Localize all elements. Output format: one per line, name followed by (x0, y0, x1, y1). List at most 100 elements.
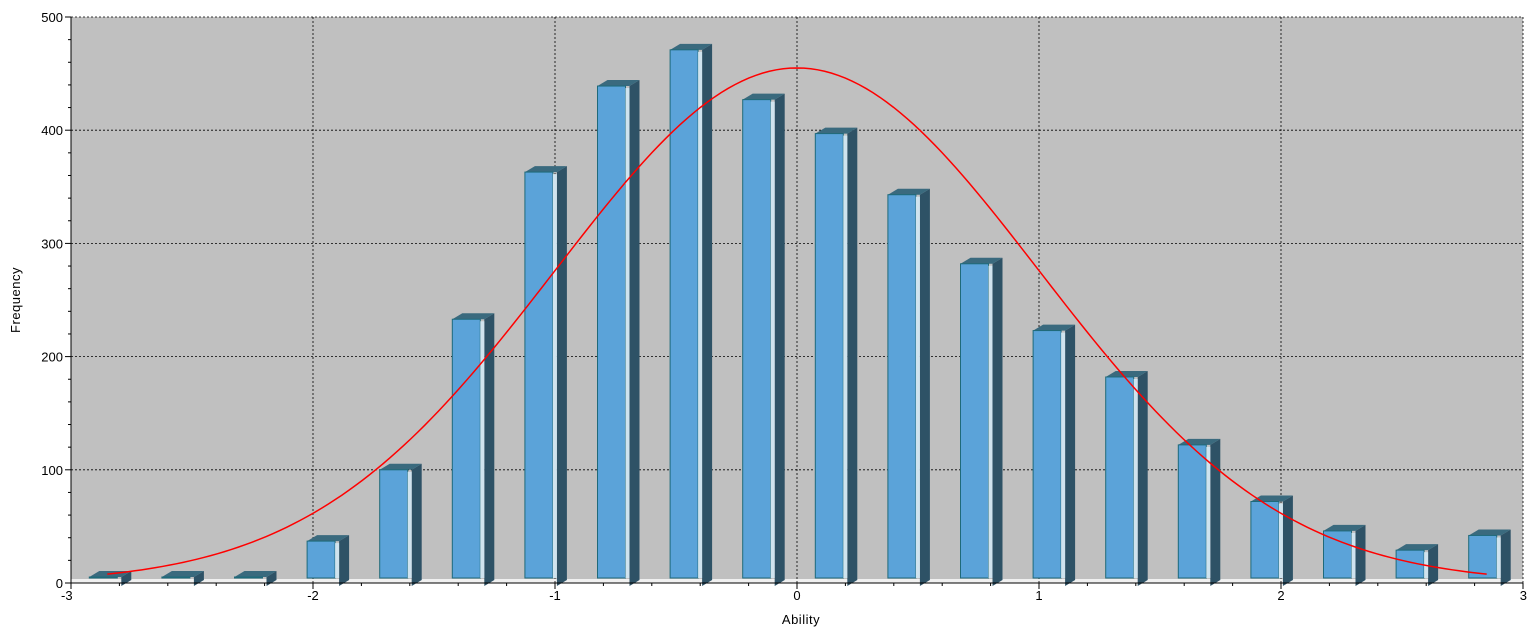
y-tick-label: 200 (41, 350, 63, 365)
normal-curve (107, 67, 1487, 575)
plot-area (71, 17, 1523, 583)
x-tick-label: 2 (1277, 588, 1284, 603)
bar-top (1250, 495, 1293, 502)
bar (669, 43, 713, 586)
bar (1032, 324, 1076, 586)
bar-front (88, 576, 118, 579)
bar-front (451, 318, 481, 579)
bar-highlight (915, 196, 920, 578)
bar-side (484, 313, 495, 586)
bar-top (161, 571, 204, 577)
y-tick-label: 300 (41, 236, 63, 251)
bar-side (266, 571, 277, 586)
bar (1323, 524, 1366, 586)
bar-side (1137, 370, 1148, 586)
bar-front (1468, 534, 1498, 579)
bar-side (1428, 544, 1439, 586)
bar-highlight (1278, 503, 1283, 578)
bar-side (339, 535, 350, 586)
x-tick-label: -2 (307, 588, 319, 603)
grid-lines (71, 16, 1524, 583)
bar-top (742, 93, 785, 100)
x-tick-label: 1 (1035, 588, 1042, 603)
bar (379, 463, 422, 586)
bar-side (121, 571, 132, 586)
bar-front (960, 263, 989, 579)
x-axis-title: Ability (782, 612, 820, 627)
bar-front (742, 99, 772, 579)
bar-side (919, 188, 930, 586)
bar-highlight (335, 543, 340, 578)
bar-front (597, 85, 626, 579)
bar-side (1065, 324, 1076, 586)
bar-top (1396, 544, 1439, 551)
normal-curve-group (107, 67, 1487, 575)
bar (597, 80, 640, 586)
bar-highlight (1351, 532, 1356, 578)
bar-top (960, 257, 1003, 264)
bar (814, 127, 858, 586)
bar-side (847, 127, 858, 586)
axes-group: 0 100 200 300 400 500 -3 -2 -1 0 1 2 3 (41, 10, 1527, 603)
bar (306, 535, 350, 586)
bar (1177, 438, 1221, 586)
bar-side (702, 43, 713, 586)
bar-front (1177, 444, 1207, 579)
bar-side (1500, 529, 1511, 586)
bar-side (411, 463, 422, 586)
bar-front (379, 469, 409, 579)
bar-side (992, 257, 1003, 586)
bar-front (1105, 376, 1135, 579)
bar-top (524, 166, 567, 173)
bar-highlight (1206, 446, 1211, 578)
bar-front (161, 576, 191, 579)
bar-side (1282, 495, 1293, 586)
bar (960, 257, 1003, 586)
bar-highlight (480, 321, 485, 578)
bar-top (1033, 324, 1076, 331)
bar-top (234, 571, 277, 577)
x-tick-label: -1 (549, 588, 561, 603)
bar (451, 313, 495, 586)
bar-top (597, 80, 640, 87)
bar (1105, 370, 1148, 586)
bar (234, 571, 277, 586)
bar-highlight (625, 88, 630, 578)
bar-front (669, 49, 699, 579)
bar-highlight (843, 135, 848, 578)
y-axis-title: Frequency (8, 267, 23, 333)
bar-highlight (407, 471, 412, 578)
y-tick-label: 500 (41, 10, 63, 25)
bar (161, 571, 204, 586)
bar-side (629, 80, 640, 586)
bar-top (1105, 370, 1148, 377)
y-tick-label: 100 (41, 463, 63, 478)
y-tick-label: 0 (56, 576, 63, 591)
bar-highlight (770, 101, 775, 579)
x-tick-label: -3 (61, 588, 73, 603)
bar-top (670, 43, 713, 50)
x-tick-label: 3 (1520, 588, 1527, 603)
bar-top (452, 313, 495, 320)
bar-top (1468, 529, 1511, 536)
bar-front (814, 133, 844, 579)
bar-front (1032, 330, 1062, 579)
bar-highlight (1061, 332, 1066, 578)
bar-side (1355, 524, 1366, 586)
bar-side (556, 166, 567, 587)
bar (742, 93, 785, 587)
bar-front (234, 576, 263, 579)
bar-highlight (552, 174, 557, 579)
bar-top (1323, 524, 1366, 531)
bar-highlight (1133, 378, 1138, 578)
bar-highlight (988, 265, 993, 578)
bars-group (88, 43, 1511, 587)
bar-highlight (1496, 537, 1501, 578)
bar-top (379, 463, 422, 470)
bar (524, 166, 567, 587)
plot-background (71, 17, 1523, 583)
bar-highlight (698, 51, 703, 578)
bar-top (815, 127, 858, 134)
bar (887, 188, 930, 586)
